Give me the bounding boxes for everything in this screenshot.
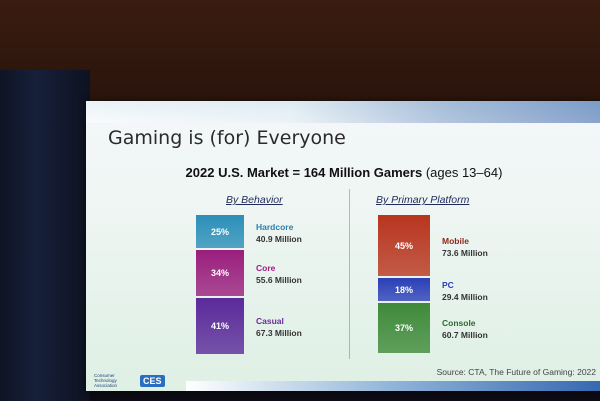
bar-segment-mobile: 45% [378, 215, 430, 276]
segment-value-hardcore: 40.9 Million [256, 233, 302, 244]
segment-value-console: 60.7 Million [442, 330, 488, 340]
panel-divider [349, 189, 350, 359]
segment-value-casual: 67.3 Million [256, 328, 302, 338]
curtain [0, 70, 90, 401]
segment-label-console: Console [442, 318, 476, 328]
bar-segment-casual: 41% [196, 298, 244, 354]
segment-value-mobile: 73.6 Million [442, 247, 488, 258]
ces-logo: CES [140, 375, 165, 387]
slide-bottom-band [186, 381, 600, 391]
bar-segment-pc: 18% [378, 278, 430, 301]
bar-segment-console: 37% [378, 303, 430, 353]
subtitle-main: 2022 U.S. Market = 164 Million Gamers [185, 165, 423, 180]
segment-label-pc: PC [442, 279, 454, 290]
slide-title: Gaming is (for) Everyone [108, 127, 346, 149]
behavior-panel-title: By Behavior [226, 194, 283, 206]
segment-label-hardcore: Hardcore [256, 221, 294, 232]
segment-label-core: Core [256, 263, 276, 273]
bar-segment-core: 34% [196, 250, 244, 296]
platform-panel-title: By Primary Platform [376, 194, 470, 206]
bar-segment-hardcore: 25% [196, 215, 244, 248]
segment-value-pc: 29.4 Million [442, 291, 488, 302]
source-note: Source: CTA, The Future of Gaming: 2022 [436, 367, 596, 377]
cta-logo: Consumer Technology Association [94, 373, 118, 388]
segment-label-mobile: Mobile [442, 235, 469, 246]
slide-subtitle: 2022 U.S. Market = 164 Million Gamers (a… [86, 165, 600, 180]
segment-label-casual: Casual [256, 316, 284, 326]
subtitle-ages: (ages 13–64) [425, 165, 503, 180]
slide-top-band [86, 101, 600, 123]
presentation-slide: Gaming is (for) Everyone 2022 U.S. Marke… [86, 101, 600, 391]
segment-value-core: 55.6 Million [256, 275, 302, 285]
